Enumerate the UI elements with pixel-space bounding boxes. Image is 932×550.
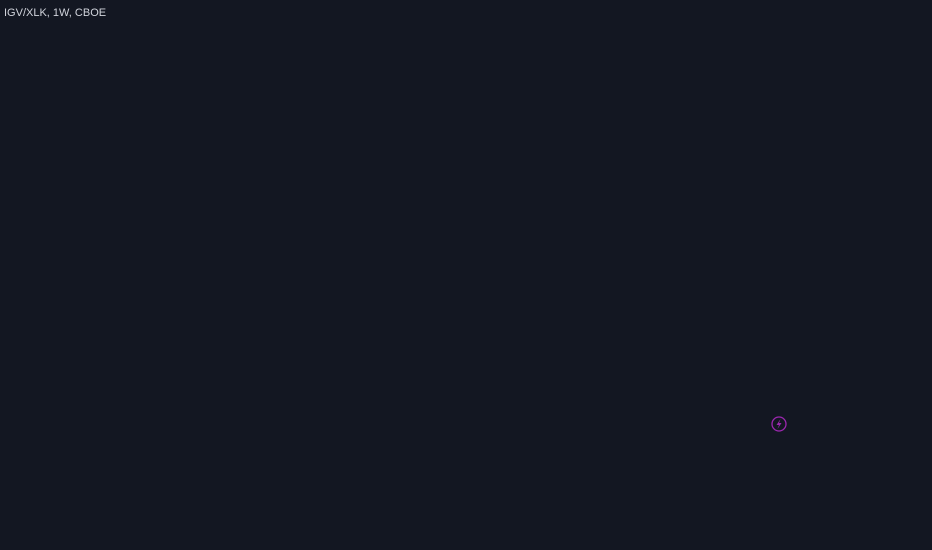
alert-icon bbox=[771, 416, 787, 432]
chart-title: IGV/XLK, 1W, CBOE bbox=[4, 7, 106, 19]
